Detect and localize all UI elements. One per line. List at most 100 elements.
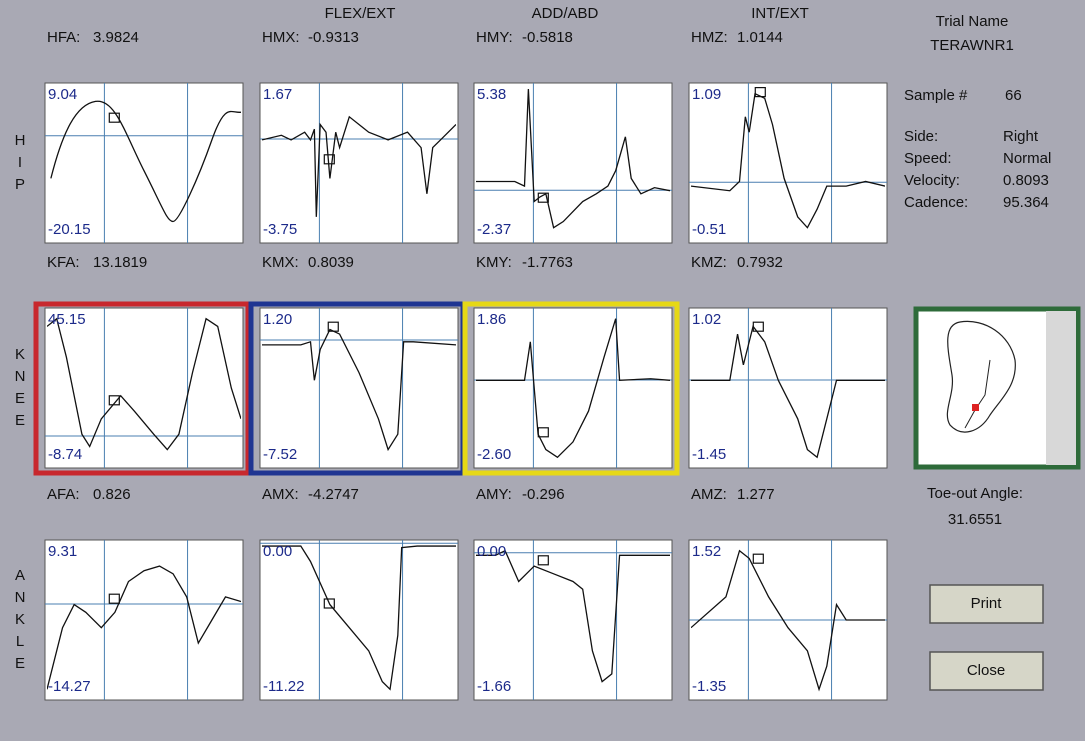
plot-area (44, 82, 244, 244)
measure-label: AMY: (476, 486, 512, 503)
curve-frame (476, 551, 670, 682)
plot-panel: 9.31 -14.27 (44, 539, 244, 701)
plot-panel: 0.00 -1.66 (473, 539, 673, 701)
measure-label: KFA: (47, 254, 80, 271)
plot-area (473, 307, 673, 469)
plot-panel: 1.09 -0.51 (688, 82, 888, 244)
trial-name: TERAWNR1 (930, 37, 1014, 54)
button-face[interactable] (929, 584, 1044, 624)
max-label: 1.09 (692, 86, 721, 103)
min-label: -0.51 (692, 221, 726, 238)
info-value: 0.8093 (1003, 172, 1049, 189)
measure-label: HMY: (476, 29, 513, 46)
info-value: Normal (1003, 150, 1051, 167)
max-label: 45.15 (48, 311, 86, 328)
max-label: 1.86 (477, 311, 506, 328)
curve-frame (691, 326, 885, 457)
curve-frame (262, 546, 456, 689)
cursor-marker (537, 555, 549, 566)
cursor-marker (108, 395, 120, 406)
plot-area (44, 307, 244, 469)
measure-value: -4.2747 (308, 486, 359, 503)
curve (262, 117, 456, 217)
measure-label: AMX: (262, 486, 299, 503)
measure-value: 1.277 (737, 486, 775, 503)
curve (47, 566, 241, 689)
plot-panel: 1.20 -7.52 (248, 301, 466, 476)
plot-area (259, 307, 459, 469)
cursor-marker (323, 154, 335, 165)
button[interactable]: Print (929, 584, 1044, 624)
measure-value: 13.1819 (93, 254, 147, 271)
measure-value: -1.7763 (522, 254, 573, 271)
max-label: 0.00 (263, 543, 292, 560)
curve-frame (691, 94, 885, 228)
plot-area (44, 539, 244, 701)
min-label: -2.60 (477, 446, 511, 463)
info-label: Cadence: (904, 194, 968, 211)
measure-value: 0.826 (93, 486, 131, 503)
curve (691, 94, 885, 228)
min-label: -7.52 (263, 446, 297, 463)
cursor-marker (752, 321, 764, 332)
measure-label: KMX: (262, 254, 299, 271)
curve (262, 329, 456, 449)
measure-value: 1.0144 (737, 29, 783, 46)
column-header: ADD/ABD (532, 5, 599, 22)
row-letter: E (15, 655, 25, 672)
plot-area (473, 82, 673, 244)
max-label: 1.02 (692, 311, 721, 328)
row-letter: E (15, 412, 25, 429)
plot-area (259, 82, 459, 244)
measure-value: -0.9313 (308, 29, 359, 46)
plot-panel: 5.38 -2.37 (473, 82, 673, 244)
curve (51, 101, 241, 221)
min-label: -14.27 (48, 678, 91, 695)
measure-value: -0.296 (522, 486, 565, 503)
measure-label: KMZ: (691, 254, 727, 271)
plot-area (259, 539, 459, 701)
info-label: Velocity: (904, 172, 960, 189)
foot-box (913, 306, 1081, 470)
cursor-marker (537, 427, 549, 438)
plot-area (473, 539, 673, 701)
cursor-marker (754, 86, 766, 98)
row-letter: K (15, 346, 25, 363)
measure-label: AFA: (47, 486, 80, 503)
measure-value: 0.8039 (308, 254, 354, 271)
button[interactable]: Close (929, 651, 1044, 691)
button-label[interactable]: Print (971, 595, 1003, 612)
measure-label: AMZ: (691, 486, 727, 503)
curve (691, 551, 885, 690)
min-label: -8.74 (48, 446, 82, 463)
curve (476, 319, 670, 458)
max-label: 1.20 (263, 311, 292, 328)
row-letter: A (15, 567, 25, 584)
measure-value: 0.7932 (737, 254, 783, 271)
highlight-border (462, 301, 680, 476)
row-letter: E (15, 390, 25, 407)
info-label: Side: (904, 128, 938, 145)
max-label: 0.00 (477, 543, 506, 560)
measure-label: HMZ: (691, 29, 728, 46)
curve-frame (47, 319, 241, 450)
row-letter: P (15, 176, 25, 193)
cursor-marker (323, 598, 335, 609)
button-label[interactable]: Close (967, 662, 1005, 679)
highlight-border (33, 301, 251, 476)
measure-value: 3.9824 (93, 29, 139, 46)
curve (262, 546, 456, 689)
row-letter: L (16, 633, 24, 650)
measure-value: -0.5818 (522, 29, 573, 46)
cursor-marker (108, 593, 120, 604)
button-face[interactable] (929, 651, 1044, 691)
plot-panel: 1.52 -1.35 (688, 539, 888, 701)
min-label: -11.22 (263, 678, 304, 695)
max-label: 1.52 (692, 543, 721, 560)
column-header: INT/EXT (751, 5, 809, 22)
plot-area (688, 307, 888, 469)
row-letter: N (15, 368, 26, 385)
measure-label: HFA: (47, 29, 80, 46)
